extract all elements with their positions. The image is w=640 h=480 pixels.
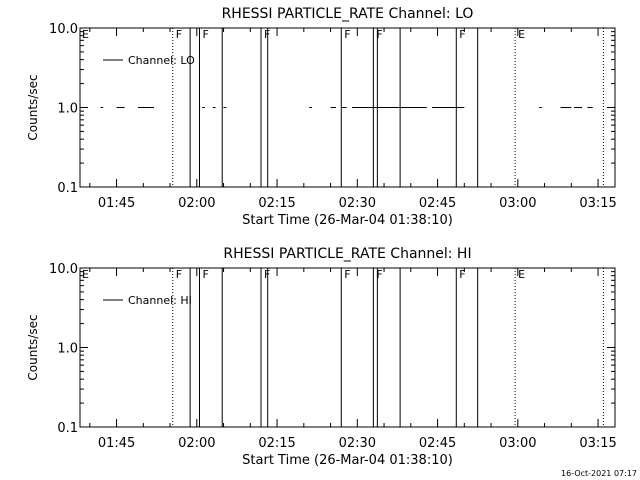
x-tick-label: 02:30 [339,196,376,211]
y-tick-label: 1.0 [57,102,78,117]
event-marker-label: F [202,268,208,281]
x-tick-label: 01:45 [98,196,135,211]
x-tick-label: 02:00 [178,196,215,211]
y-axis-label: Counts/sec [26,74,40,140]
x-tick-label: 03:00 [499,196,536,211]
edge-marker-label: E [82,28,89,41]
x-tick-label: 02:00 [178,436,215,451]
x-tick-label: 03:00 [499,436,536,451]
event-marker-label: F [176,28,182,41]
event-marker-label: F [459,268,465,281]
chart-panel-lo: RHESSI PARTICLE_RATE Channel: LO Start Ti… [26,6,617,228]
x-tick-label: 03:15 [579,196,616,211]
y-tick-label: 10.0 [49,262,78,277]
event-marker-label: F [344,268,350,281]
chart-panel-hi: RHESSI PARTICLE_RATE Channel: HI Start Ti… [26,246,617,468]
legend-label: Channel: HI [128,294,192,307]
plot-frame [79,267,616,428]
y-tick-label: 10.0 [49,22,78,37]
legend-label: Channel: LO [128,54,195,67]
edge-marker-label: E [82,268,89,281]
event-marker-label: F [344,28,350,41]
plot-frame [79,27,616,188]
x-tick-label: 03:15 [579,436,616,451]
event-marker-label: F [376,28,382,41]
footer-timestamp: 16-Oct-2021 07:17 [561,469,637,478]
y-tick-label: 1.0 [57,342,78,357]
x-tick-label: 02:15 [258,196,295,211]
event-marker-label: F [264,268,270,281]
event-marker-label: F [376,268,382,281]
event-marker-label: F [176,268,182,281]
event-marker-label: F [202,28,208,41]
x-tick-label: 02:30 [339,436,376,451]
y-tick-label: 0.1 [57,181,78,196]
event-marker-label: E [518,28,525,41]
x-tick-label: 02:45 [419,196,456,211]
event-marker-label: F [459,28,465,41]
x-axis-label: Start Time (26-Mar-04 01:38:10) [242,213,453,228]
x-axis-label: Start Time (26-Mar-04 01:38:10) [242,453,453,468]
x-tick-label: 02:15 [258,436,295,451]
chart-title: RHESSI PARTICLE_RATE Channel: HI [223,246,471,262]
event-marker-label: E [518,268,525,281]
event-marker-label: F [264,28,270,41]
x-tick-label: 02:45 [419,436,456,451]
chart-title: RHESSI PARTICLE_RATE Channel: LO [222,6,474,22]
y-tick-label: 0.1 [57,421,78,436]
y-axis-label: Counts/sec [26,314,40,380]
x-tick-label: 01:45 [98,436,135,451]
